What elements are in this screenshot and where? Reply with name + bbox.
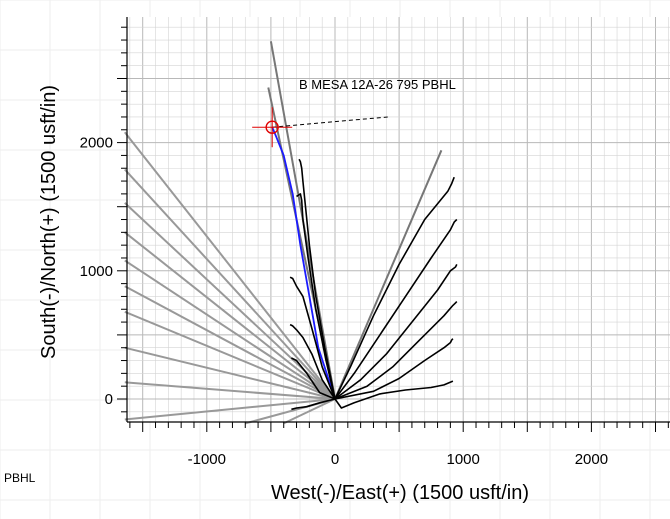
x-tick-label: 0 xyxy=(331,451,339,468)
side-label: PBHL xyxy=(4,471,36,485)
x-tick-label: 2000 xyxy=(575,451,608,468)
x-tick-label: -1000 xyxy=(188,451,226,468)
y-tick-label: 0 xyxy=(105,391,113,408)
x-tick-label: 1000 xyxy=(447,451,480,468)
y-tick-label: 2000 xyxy=(80,135,113,152)
annotation-label: B MESA 12A-26 795 PBHL xyxy=(299,77,456,92)
y-axis-title: South(-)/North(+) (1500 usft/in) xyxy=(38,85,60,359)
y-tick-label: 1000 xyxy=(80,263,113,280)
x-axis-title: West(-)/East(+) (1500 usft/in) xyxy=(271,482,529,504)
